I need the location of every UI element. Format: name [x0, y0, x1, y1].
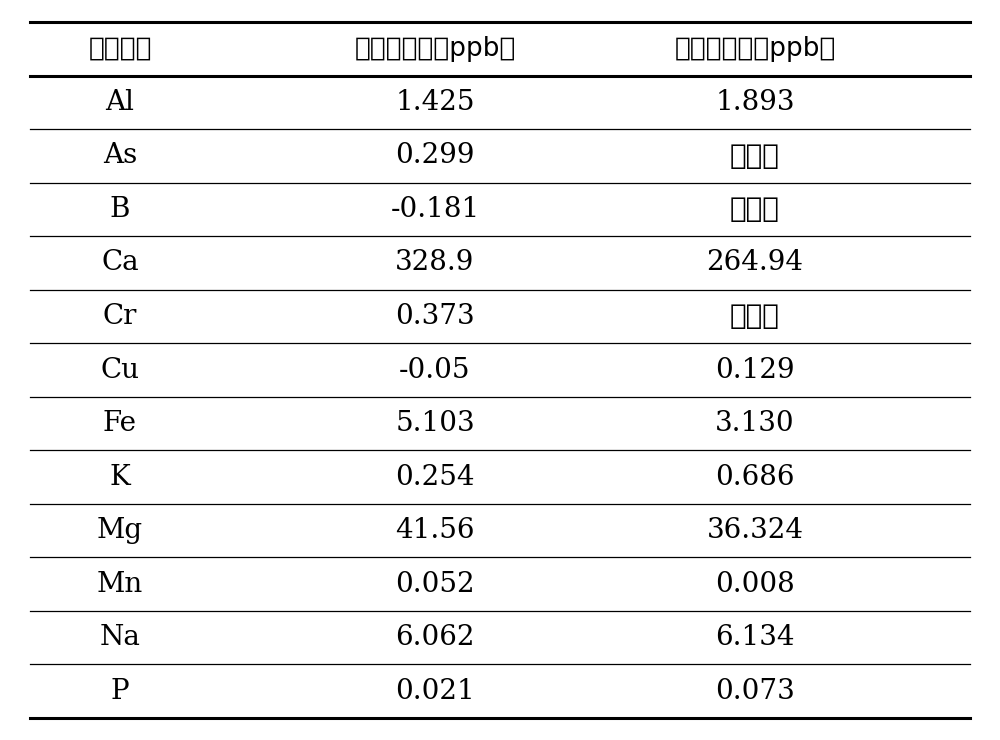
Text: 6.134: 6.134: [715, 624, 795, 651]
Text: 0.052: 0.052: [395, 571, 475, 597]
Text: Cr: Cr: [103, 303, 137, 330]
Text: Cu: Cu: [100, 357, 140, 383]
Text: 5.103: 5.103: [395, 410, 475, 437]
Text: Fe: Fe: [103, 410, 137, 437]
Text: 36.324: 36.324: [706, 517, 804, 544]
Text: Ca: Ca: [101, 249, 139, 277]
Text: 未检出: 未检出: [730, 303, 780, 331]
Text: 328.9: 328.9: [395, 249, 475, 277]
Text: 3.130: 3.130: [715, 410, 795, 437]
Text: 清洗前含量（ppb）: 清洗前含量（ppb）: [354, 36, 516, 62]
Text: 清洗后含量（ppb）: 清洗后含量（ppb）: [674, 36, 836, 62]
Text: K: K: [110, 463, 130, 491]
Text: P: P: [111, 678, 129, 704]
Text: 264.94: 264.94: [706, 249, 804, 277]
Text: Na: Na: [100, 624, 140, 651]
Text: 0.254: 0.254: [395, 463, 475, 491]
Text: 41.56: 41.56: [395, 517, 475, 544]
Text: 0.129: 0.129: [715, 357, 795, 383]
Text: 0.073: 0.073: [715, 678, 795, 704]
Text: 1.425: 1.425: [395, 89, 475, 116]
Text: -0.181: -0.181: [390, 196, 480, 223]
Text: B: B: [110, 196, 130, 223]
Text: 未检出: 未检出: [730, 142, 780, 170]
Text: 0.299: 0.299: [395, 143, 475, 169]
Text: Mg: Mg: [97, 517, 143, 544]
Text: 6.062: 6.062: [395, 624, 475, 651]
Text: -0.05: -0.05: [399, 357, 471, 383]
Text: 0.021: 0.021: [395, 678, 475, 704]
Text: Al: Al: [106, 89, 134, 116]
Text: As: As: [103, 143, 137, 169]
Text: 0.373: 0.373: [395, 303, 475, 330]
Text: Mn: Mn: [97, 571, 143, 597]
Text: 杂质元素: 杂质元素: [88, 36, 152, 62]
Text: 0.686: 0.686: [715, 463, 795, 491]
Text: 未检出: 未检出: [730, 195, 780, 223]
Text: 1.893: 1.893: [715, 89, 795, 116]
Text: 0.008: 0.008: [715, 571, 795, 597]
